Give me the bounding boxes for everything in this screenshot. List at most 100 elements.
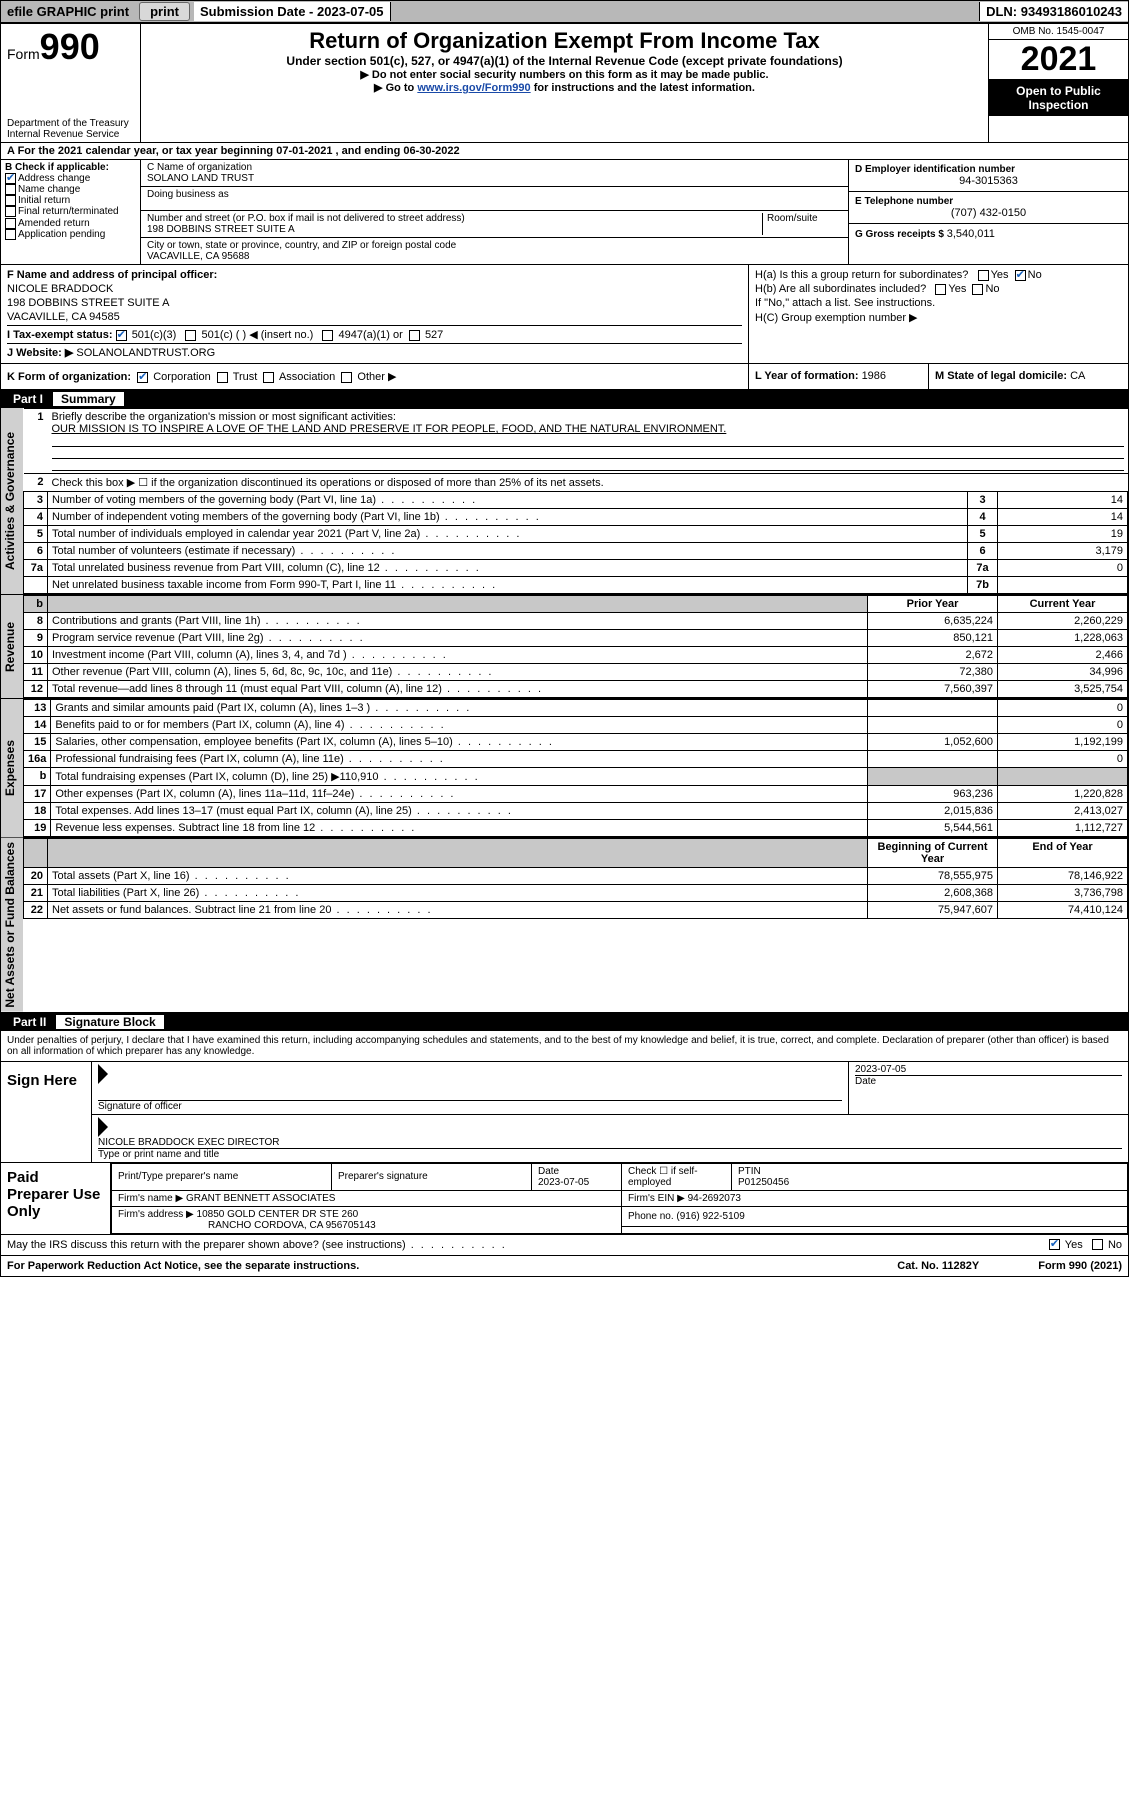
footer-row: For Paperwork Reduction Act Notice, see … [1, 1255, 1128, 1276]
cb-application-pending[interactable]: Application pending [5, 229, 136, 240]
cb-501c3[interactable] [116, 330, 127, 341]
phone-block: E Telephone number (707) 432-0150 [849, 192, 1128, 224]
firm-phone: (916) 922-5109 [676, 1211, 744, 1222]
sig-intro: Under penalties of perjury, I declare th… [1, 1031, 1128, 1062]
ha-line: H(a) Is this a group return for subordin… [755, 269, 1122, 281]
cb-discuss-yes[interactable] [1049, 1239, 1060, 1250]
hb-note: If "No," attach a list. See instructions… [755, 297, 1122, 309]
section-netassets: Net Assets or Fund Balances Beginning of… [1, 838, 1128, 1013]
sidelabel-expenses: Expenses [1, 699, 23, 837]
section-expenses: Expenses 13Grants and similar amounts pa… [1, 699, 1128, 838]
cb-other[interactable] [341, 372, 352, 383]
row-m: M State of legal domicile: CA [928, 364, 1128, 389]
cb-hb-yes[interactable] [935, 284, 946, 295]
table-row: 10Investment income (Part VIII, column (… [24, 647, 1128, 664]
fghi-left: F Name and address of principal officer:… [1, 265, 748, 363]
col-b-checkboxes: B Check if applicable: Address change Na… [1, 160, 141, 264]
row-k: K Form of organization: Corporation Trus… [1, 364, 748, 389]
col-current-year: Current Year [998, 596, 1128, 613]
form-subtitle: Under section 501(c), 527, or 4947(a)(1)… [147, 54, 982, 68]
submission-date: Submission Date - 2023-07-05 [194, 2, 391, 21]
hc-line: H(C) Group exemption number ▶ [755, 311, 1122, 324]
sig-name: NICOLE BRADDOCK EXEC DIRECTOR [98, 1137, 1122, 1148]
table-row: 20Total assets (Part X, line 16)78,555,9… [24, 868, 1128, 885]
officer-addr2: VACAVILLE, CA 94585 [7, 311, 742, 326]
cb-527[interactable] [409, 330, 420, 341]
topbar: efile GRAPHIC print print Submission Dat… [0, 0, 1129, 23]
form-title: Return of Organization Exempt From Incom… [147, 28, 982, 54]
table-row: 22Net assets or fund balances. Subtract … [24, 902, 1128, 919]
firm-ein: 94-2692073 [688, 1193, 741, 1204]
city-row: City or town, state or province, country… [141, 238, 848, 264]
officer-addr1: 198 DOBBINS STREET SUITE A [7, 297, 742, 309]
row-j: J Website: ▶ SOLANOLANDTRUST.ORG [7, 343, 742, 359]
cb-name-change[interactable]: Name change [5, 184, 136, 195]
table-row: 16aProfessional fundraising fees (Part I… [24, 751, 1128, 768]
part1-header: Part I Summary [1, 390, 1128, 408]
cb-ha-no[interactable] [1015, 270, 1026, 281]
table-row: 13Grants and similar amounts paid (Part … [24, 700, 1128, 717]
table-row: 8Contributions and grants (Part VIII, li… [24, 613, 1128, 630]
row-l: L Year of formation: 1986 [748, 364, 928, 389]
cb-address-change[interactable]: Address change [5, 173, 136, 184]
cb-4947[interactable] [322, 330, 333, 341]
instructions-link[interactable]: www.irs.gov/Form990 [417, 82, 530, 94]
col-c: C Name of organization SOLANO LAND TRUST… [141, 160, 848, 264]
sig-officer-label: Signature of officer [98, 1100, 842, 1112]
col-de: D Employer identification number 94-3015… [848, 160, 1128, 264]
efile-label: efile GRAPHIC print [1, 2, 135, 21]
org-name-row: C Name of organization SOLANO LAND TRUST [141, 160, 848, 187]
ssn-note: ▶ Do not enter social security numbers o… [147, 68, 982, 81]
instructions-link-line: ▶ Go to www.irs.gov/Form990 for instruct… [147, 81, 982, 94]
room-label: Room/suite [762, 213, 842, 235]
print-button[interactable]: print [139, 2, 190, 21]
cb-initial-return[interactable]: Initial return [5, 195, 136, 206]
dba-label: Doing business as [147, 189, 229, 208]
row-klm: K Form of organization: Corporation Trus… [1, 364, 1128, 390]
firm-name: GRANT BENNETT ASSOCIATES [186, 1193, 335, 1204]
mission-text: OUR MISSION IS TO INSPIRE A LOVE OF THE … [52, 423, 1124, 435]
expenses-table: 13Grants and similar amounts paid (Part … [23, 699, 1128, 837]
gross-block: G Gross receipts $ 3,540,011 [849, 224, 1128, 244]
sidelabel-governance: Activities & Governance [1, 408, 23, 594]
prep-selfemp: Check ☐ if self-employed [622, 1163, 732, 1190]
cb-final-return[interactable]: Final return/terminated [5, 206, 136, 217]
netassets-table: Beginning of Current Year End of Year 20… [23, 838, 1128, 919]
cb-ha-yes[interactable] [978, 270, 989, 281]
firm-addr2: RANCHO CORDOVA, CA 956705143 [208, 1220, 376, 1231]
cb-trust[interactable] [217, 372, 228, 383]
table-row: 9Program service revenue (Part VIII, lin… [24, 630, 1128, 647]
row-a-tax-year: A For the 2021 calendar year, or tax yea… [1, 143, 1128, 160]
table-row: 15Salaries, other compensation, employee… [24, 734, 1128, 751]
table-row: Net unrelated business taxable income fr… [24, 577, 1128, 594]
irs-label: Internal Revenue Service [7, 129, 134, 140]
table-row: 4Number of independent voting members of… [24, 509, 1128, 526]
row-i: I Tax-exempt status: 501(c)(3) 501(c) ( … [7, 328, 742, 341]
cb-hb-no[interactable] [972, 284, 983, 295]
preparer-block: Paid Preparer Use Only Print/Type prepar… [1, 1163, 1128, 1234]
org-name-label: C Name of organization [147, 162, 842, 173]
table-row: 12Total revenue—add lines 8 through 11 (… [24, 681, 1128, 698]
line2: Check this box ▶ ☐ if the organization d… [48, 474, 1128, 492]
header-left: Form990 Department of the Treasury Inter… [1, 24, 141, 142]
cat-no: Cat. No. 11282Y [838, 1260, 1038, 1272]
cb-discuss-no[interactable] [1092, 1239, 1103, 1250]
table-row: 19Revenue less expenses. Subtract line 1… [24, 820, 1128, 837]
pra-notice: For Paperwork Reduction Act Notice, see … [7, 1260, 838, 1272]
cb-assoc[interactable] [263, 372, 274, 383]
fghi-right: H(a) Is this a group return for subordin… [748, 265, 1128, 363]
cb-amended-return[interactable]: Amended return [5, 218, 136, 229]
dba-row: Doing business as [141, 187, 848, 211]
cb-corp[interactable] [137, 372, 148, 383]
header-right: OMB No. 1545-0047 2021 Open to Public In… [988, 24, 1128, 142]
sign-here-label: Sign Here [1, 1062, 91, 1162]
omb-number: OMB No. 1545-0047 [989, 24, 1128, 40]
sign-here-block: Sign Here Signature of officer 2023-07-0… [1, 1062, 1128, 1163]
revenue-table: b Prior Year Current Year 8Contributions… [23, 595, 1128, 698]
form-header: Form990 Department of the Treasury Inter… [1, 24, 1128, 143]
hb-line: H(b) Are all subordinates included? Yes … [755, 283, 1122, 295]
cb-501c[interactable] [185, 330, 196, 341]
tax-year: 2021 [989, 40, 1128, 80]
mission-label: Briefly describe the organization's miss… [52, 411, 1124, 423]
org-name: SOLANO LAND TRUST [147, 173, 842, 184]
